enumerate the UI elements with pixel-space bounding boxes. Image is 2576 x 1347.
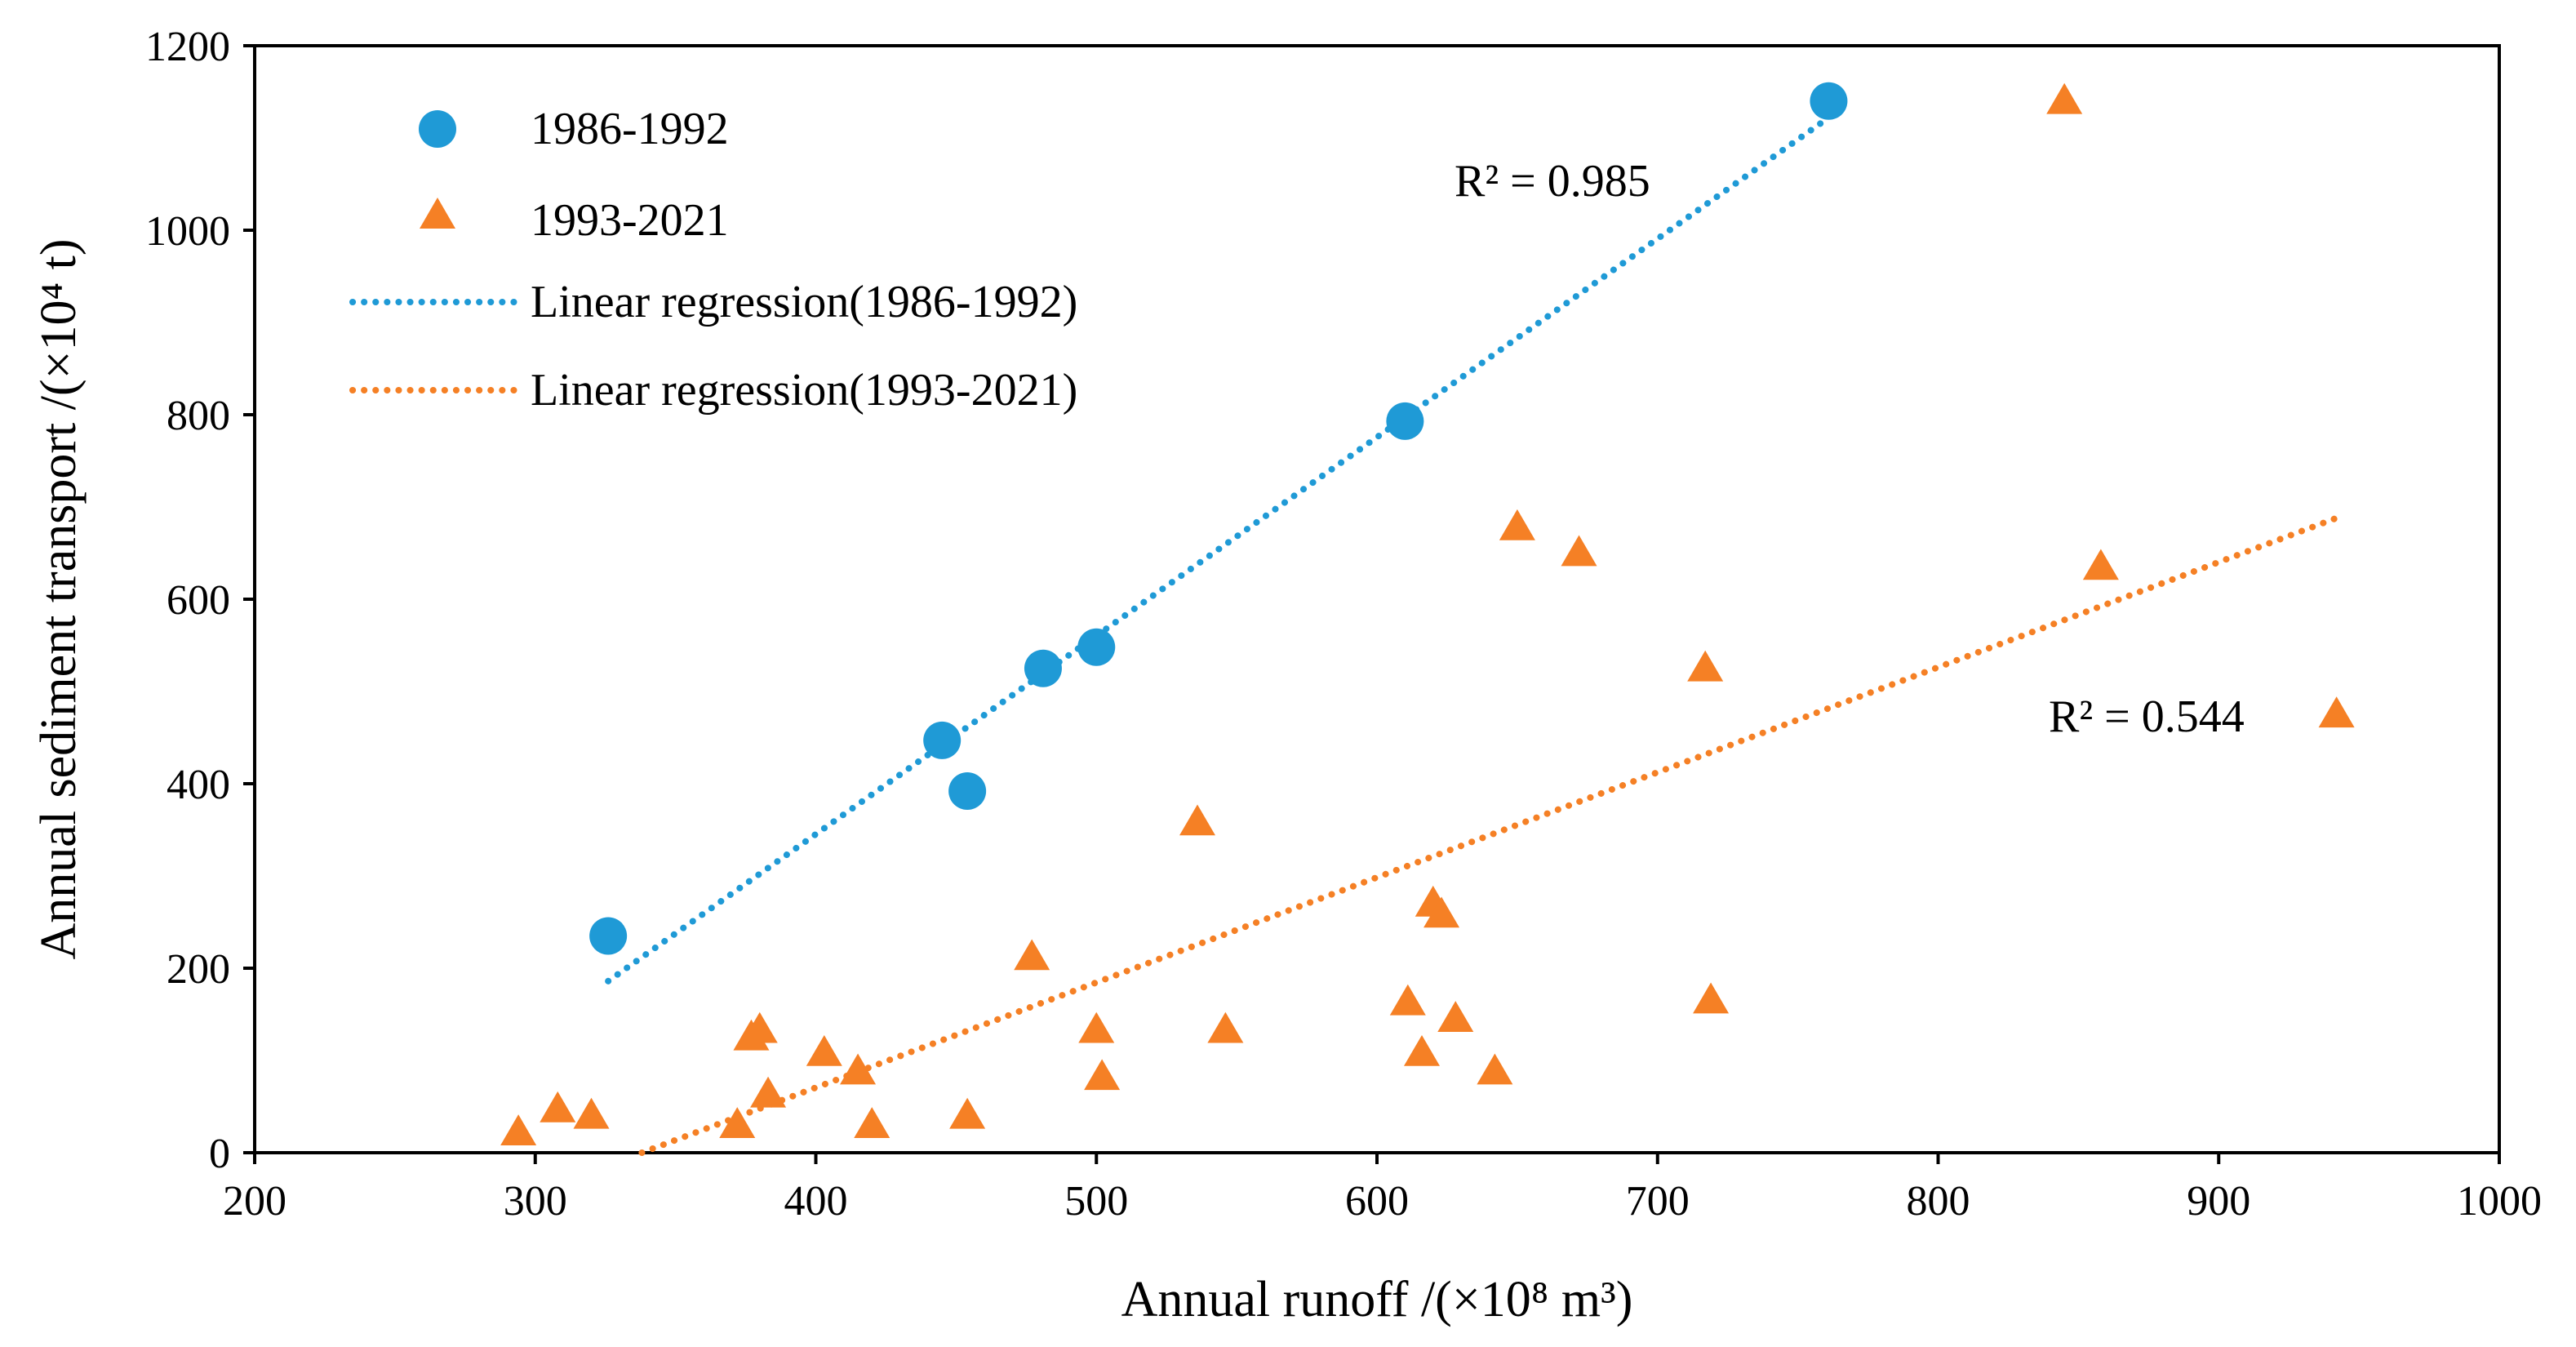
x-tick-label: 900 bbox=[2187, 1178, 2250, 1225]
legend-label-regression-1993-2021: Linear regression(1993-2021) bbox=[531, 365, 1077, 416]
data-point-1993-2021 bbox=[1179, 804, 1215, 836]
data-point-1993-2021 bbox=[806, 1034, 842, 1066]
r2-label-1986-1992: R² = 0.985 bbox=[1455, 156, 1650, 207]
x-axis-title: Annual runoff /(×10⁸ m³) bbox=[1121, 1272, 1633, 1327]
y-tick-label: 0 bbox=[209, 1131, 230, 1177]
data-point-1986-1992 bbox=[1077, 628, 1116, 666]
data-point-1993-2021 bbox=[1437, 1001, 1474, 1032]
legend-label-regression-1986-1992: Linear regression(1986-1992) bbox=[531, 277, 1077, 327]
data-point-1993-2021 bbox=[1404, 1034, 1440, 1066]
data-point-1993-2021 bbox=[949, 1097, 986, 1129]
r2-label-1993-2021: R² = 0.544 bbox=[2049, 691, 2245, 742]
data-point-1993-2021 bbox=[1693, 982, 1730, 1014]
y-axis-ticks: 0 200 400 600 800 1000 1200 bbox=[145, 24, 255, 1177]
x-tick-label: 400 bbox=[784, 1178, 848, 1225]
data-point-1993-2021 bbox=[1078, 1011, 1115, 1043]
data-point-1986-1992 bbox=[1024, 649, 1062, 687]
data-point-1993-2021 bbox=[1423, 896, 1460, 928]
data-point-1993-2021 bbox=[1687, 650, 1724, 682]
data-point-1993-2021 bbox=[1389, 984, 1426, 1016]
y-tick-label: 1000 bbox=[145, 208, 230, 255]
legend-marker-1986-1992 bbox=[419, 110, 456, 148]
data-point-1993-2021 bbox=[2046, 82, 2083, 114]
legend-label-1993-2021: 1993-2021 bbox=[531, 195, 729, 246]
data-point-1993-2021 bbox=[573, 1097, 610, 1129]
data-point-1993-2021 bbox=[2082, 549, 2119, 580]
data-point-1993-2021 bbox=[1084, 1059, 1121, 1091]
data-point-1993-2021 bbox=[840, 1053, 877, 1085]
y-tick-label: 200 bbox=[167, 946, 230, 993]
data-point-1993-2021 bbox=[854, 1107, 890, 1138]
data-point-1986-1992 bbox=[923, 721, 962, 759]
data-point-layer bbox=[500, 82, 2355, 1145]
data-point-1986-1992 bbox=[1386, 402, 1424, 440]
data-point-1993-2021 bbox=[1499, 509, 1535, 540]
trendline-1993-2021 bbox=[638, 514, 2340, 1156]
data-point-1993-2021 bbox=[1207, 1011, 1244, 1043]
y-tick-label: 800 bbox=[167, 393, 230, 439]
x-tick-label: 200 bbox=[223, 1178, 286, 1225]
data-point-1986-1992 bbox=[589, 917, 628, 955]
trendline-layer bbox=[605, 114, 2340, 1156]
data-point-1993-2021 bbox=[1014, 939, 1050, 971]
data-point-1993-2021 bbox=[1561, 535, 1597, 567]
data-point-1993-2021 bbox=[2318, 696, 2355, 728]
data-point-1993-2021 bbox=[741, 1011, 778, 1043]
y-tick-label: 400 bbox=[167, 762, 230, 808]
data-point-1986-1992 bbox=[1810, 82, 1848, 120]
legend-marker-1993-2021 bbox=[420, 198, 455, 229]
x-tick-label: 600 bbox=[1345, 1178, 1409, 1225]
x-tick-label: 700 bbox=[1626, 1178, 1690, 1225]
trendline-1986-1992 bbox=[605, 114, 1832, 985]
legend: 1986-1992 1993-2021 Linear regression(19… bbox=[349, 104, 1077, 416]
data-point-1993-2021 bbox=[719, 1107, 756, 1138]
x-tick-label: 1000 bbox=[2457, 1178, 2542, 1225]
y-tick-label: 1200 bbox=[145, 24, 230, 70]
x-tick-label: 300 bbox=[504, 1178, 567, 1225]
data-point-1993-2021 bbox=[750, 1076, 787, 1108]
y-axis-title: Annual sediment transport /(×10⁴ t) bbox=[31, 238, 87, 959]
x-tick-label: 500 bbox=[1064, 1178, 1128, 1225]
legend-label-1986-1992: 1986-1992 bbox=[531, 104, 729, 154]
data-point-1993-2021 bbox=[1477, 1053, 1513, 1085]
y-tick-label: 600 bbox=[167, 577, 230, 624]
x-tick-label: 800 bbox=[1907, 1178, 1970, 1225]
data-point-1986-1992 bbox=[948, 772, 987, 811]
data-point-1993-2021 bbox=[500, 1114, 537, 1145]
x-axis-ticks: 200 300 400 500 600 700 800 900 1000 bbox=[223, 1153, 2542, 1225]
data-point-1993-2021 bbox=[540, 1091, 576, 1122]
